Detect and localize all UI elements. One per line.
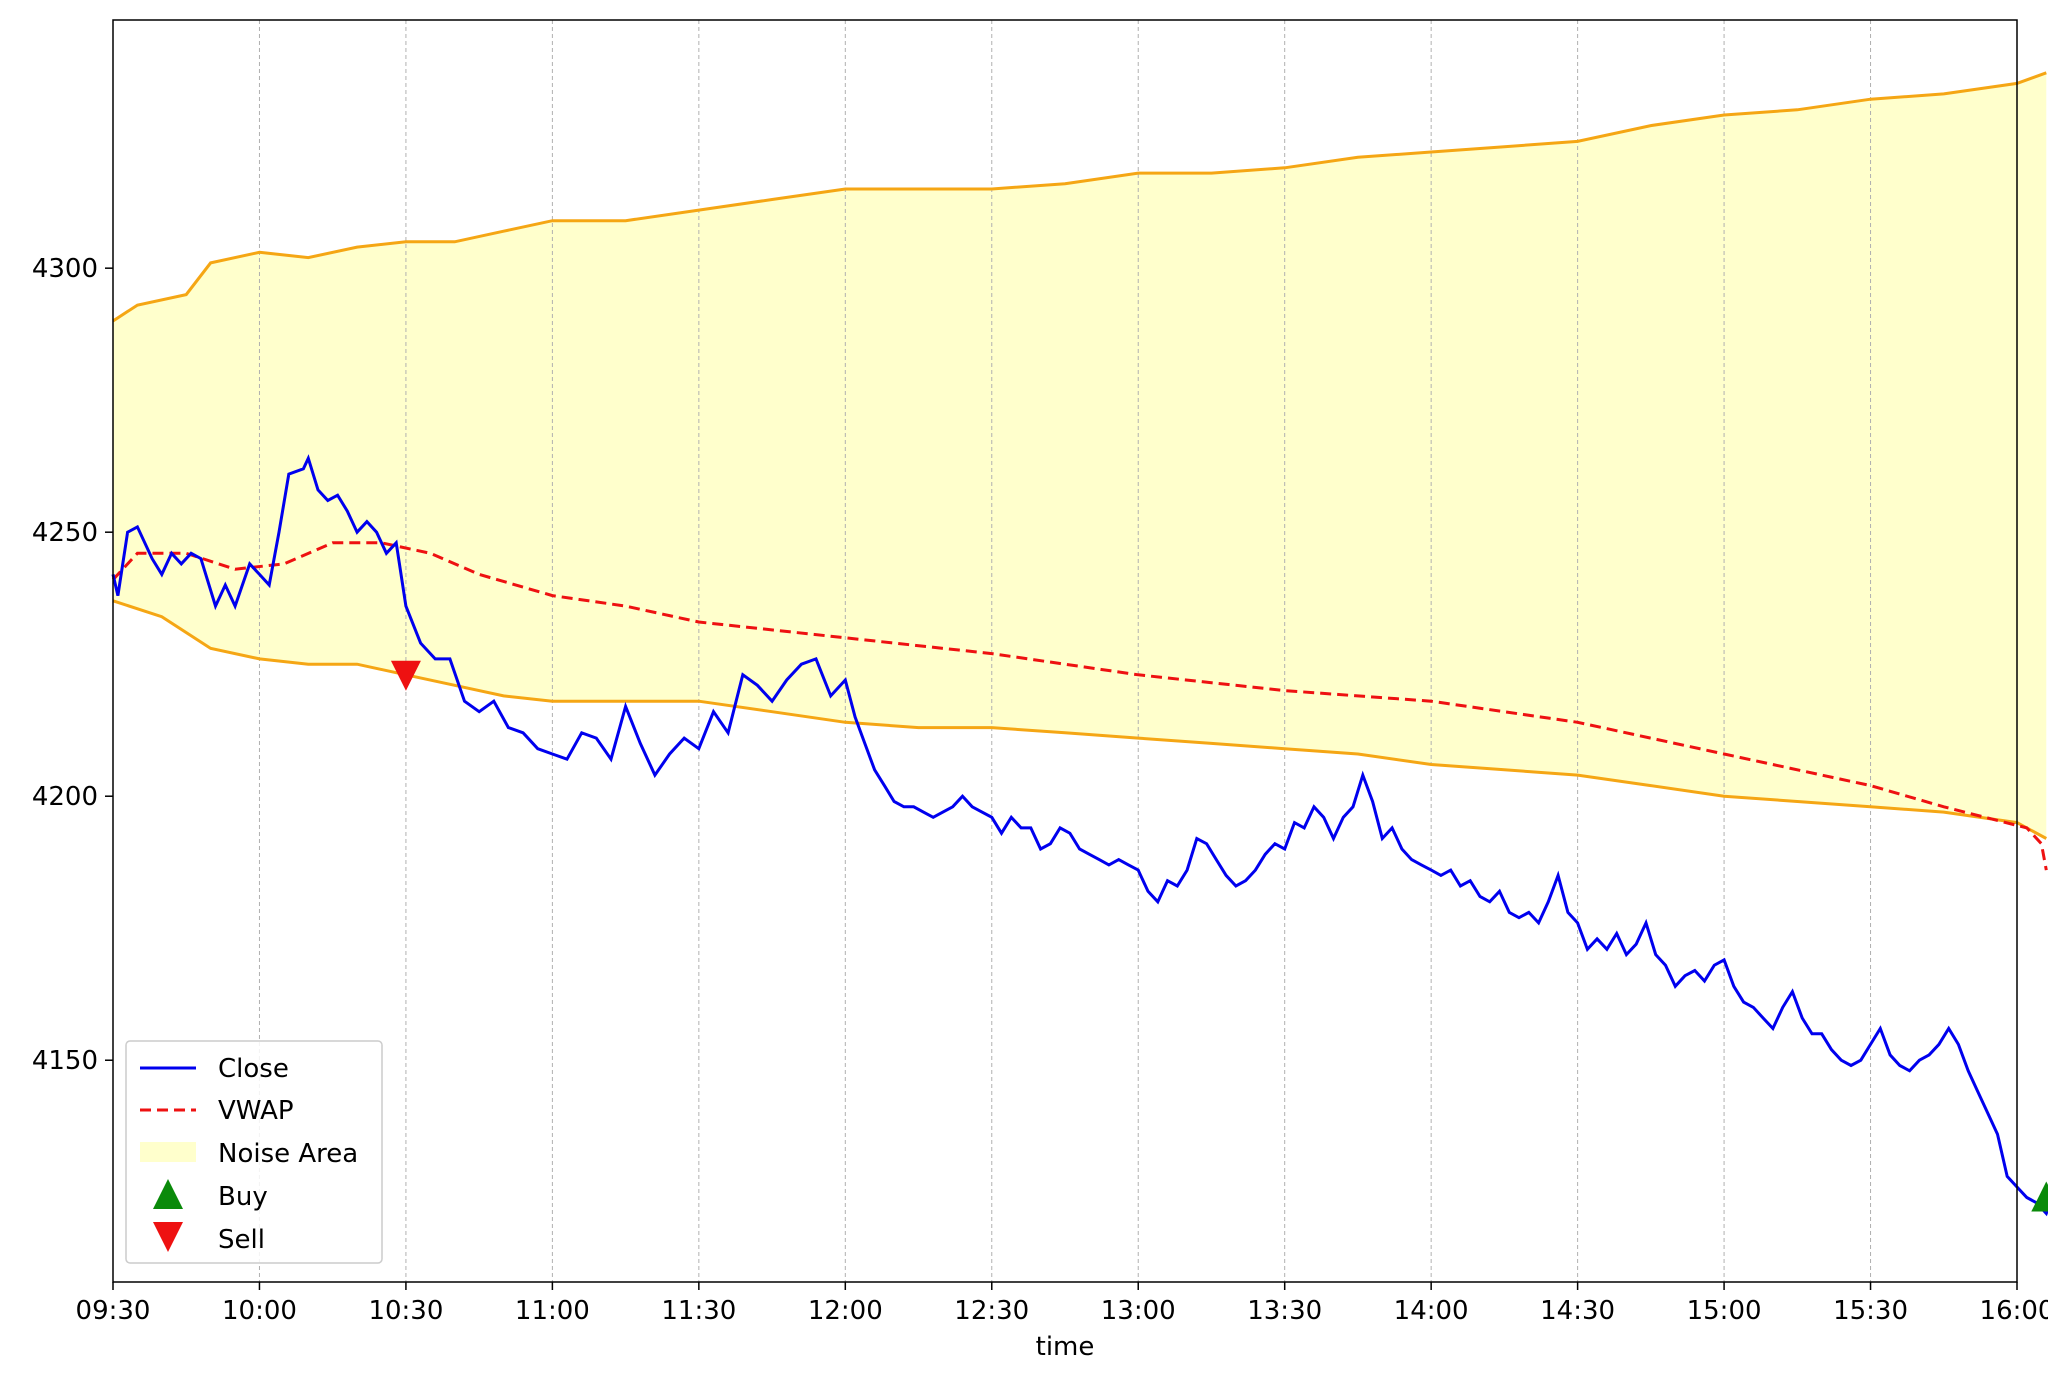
x-tick-label: 11:30: [661, 1296, 736, 1326]
x-tick-label: 13:30: [1247, 1296, 1322, 1326]
x-tick-label: 15:00: [1687, 1296, 1762, 1326]
legend-noise-swatch: [140, 1142, 196, 1162]
legend-sell-label: Sell: [218, 1225, 265, 1255]
legend-vwap-label: VWAP: [218, 1096, 294, 1126]
y-tick-label: 4250: [32, 518, 98, 548]
close-line: [111, 454, 2048, 1217]
x-tick-label: 13:00: [1101, 1296, 1176, 1326]
x-axis: 09:30 10:00 10:30 11:00 11:30 12:00 12:30 13:00…: [76, 1282, 2048, 1326]
band-layer: [113, 72, 2047, 839]
x-tick-label: 11:00: [515, 1296, 590, 1326]
noise-area-fill: [113, 72, 2047, 839]
x-tick-label: 12:30: [954, 1296, 1029, 1326]
x-tick-label: 14:30: [1540, 1296, 1615, 1326]
vwap-line: [111, 541, 2048, 871]
y-tick-label: 4200: [32, 782, 98, 812]
buy-marker: [2031, 1181, 2048, 1212]
legend-sell-swatch: [153, 1222, 183, 1252]
series-layer: [111, 71, 2048, 1217]
y-tick-label: 4300: [32, 254, 98, 284]
y-tick-label: 4150: [32, 1046, 98, 1076]
legend-box: [125, 1040, 383, 1264]
legend-noise-label: Noise Area: [218, 1139, 358, 1169]
legend: Close VWAP Noise Area Buy Sell: [125, 1040, 383, 1264]
legend-buy-swatch: [153, 1179, 183, 1209]
x-tick-label: 15:30: [1833, 1296, 1908, 1326]
x-axis-title: time: [1036, 1332, 1095, 1362]
x-tick-label: 10:00: [222, 1296, 297, 1326]
sell-marker: [390, 660, 421, 691]
noise-area-lower-line: [112, 599, 2048, 840]
trade-markers: [390, 660, 2048, 1212]
legend-close-label: Close: [218, 1054, 289, 1084]
grid-lines: [258, 20, 1872, 1282]
x-tick-label: 12:00: [808, 1296, 883, 1326]
x-tick-label: 09:30: [76, 1296, 151, 1326]
y-axis: 4150 4200 4250 4300: [32, 254, 113, 1076]
x-tick-label: 10:30: [368, 1296, 443, 1326]
noise-area-upper-line: [112, 71, 2047, 323]
x-tick-label: 16:00: [1980, 1296, 2048, 1326]
plot-frame: [112, 19, 2018, 1283]
x-tick-label: 14:00: [1394, 1296, 1469, 1326]
legend-buy-label: Buy: [218, 1182, 268, 1212]
